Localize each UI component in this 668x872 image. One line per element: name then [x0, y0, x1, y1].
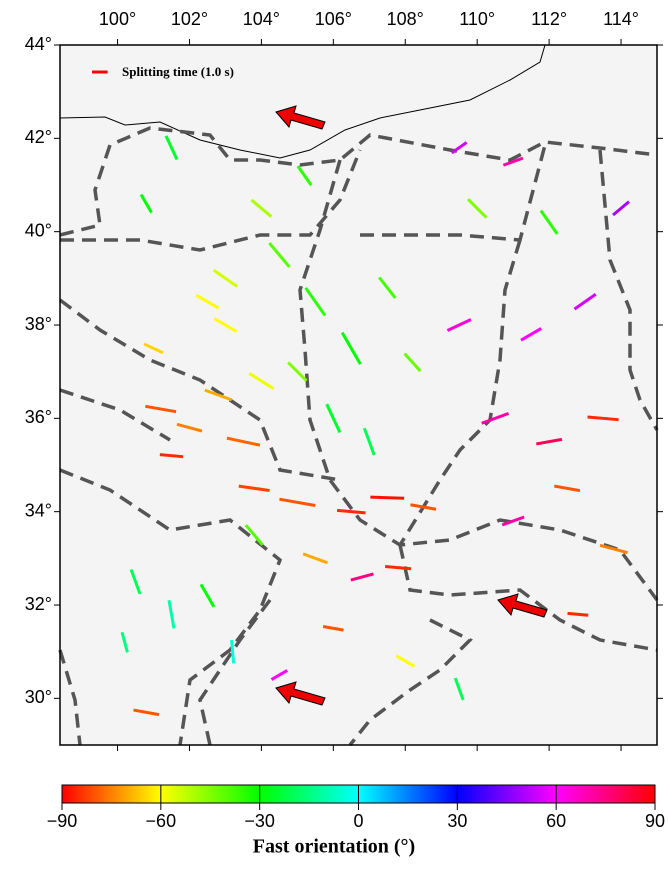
x-tick-label: 112° [531, 9, 567, 29]
x-tick-label: 106° [315, 9, 352, 29]
colorbar-tick-label: −90 [47, 811, 78, 831]
x-tick-label: 110° [459, 9, 495, 29]
y-tick-label: 30° [25, 687, 52, 707]
colorbar-tick-label: 90 [645, 811, 665, 831]
colorbar-tick-label: 0 [353, 811, 363, 831]
y-tick-label: 44° [25, 34, 52, 54]
x-tick-label: 100° [99, 9, 136, 29]
y-tick-label: 42° [25, 127, 52, 147]
splitting-bar [160, 455, 183, 457]
colorbar-tick-label: −60 [146, 811, 177, 831]
splitting-bar [568, 613, 589, 615]
colorbar-label: Fast orientation (°) [253, 836, 415, 858]
x-tick-label: 102° [171, 9, 208, 29]
legend-label: Splitting time (1.0 s) [122, 64, 234, 79]
x-tick-label: 114° [603, 9, 639, 29]
y-tick-label: 38° [25, 314, 52, 334]
y-tick-label: 32° [25, 594, 52, 614]
y-tick-label: 34° [25, 500, 52, 520]
map-figure: Splitting time (1.0 s) Fast orientation … [0, 0, 668, 867]
colorbar-tick-label: 30 [447, 811, 467, 831]
splitting-bar [232, 640, 234, 663]
y-tick-label: 36° [25, 407, 52, 427]
x-tick-label: 104° [243, 9, 280, 29]
y-tick-label: 40° [25, 220, 52, 240]
colorbar-tick-label: −30 [244, 811, 275, 831]
colorbar-tick-label: 60 [546, 811, 566, 831]
splitting-bar [370, 497, 404, 498]
x-tick-label: 108° [387, 9, 424, 29]
